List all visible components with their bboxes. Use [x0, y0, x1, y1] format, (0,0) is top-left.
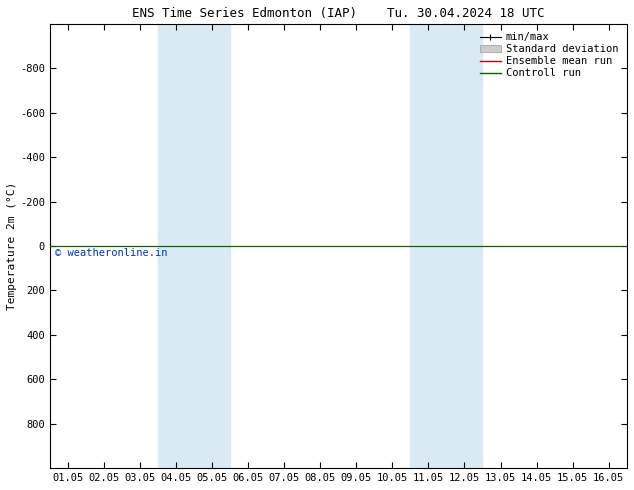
Bar: [158, 24, 230, 468]
Bar: [410, 24, 482, 468]
Y-axis label: Temperature 2m (°C): Temperature 2m (°C): [7, 182, 17, 310]
Text: © weatheronline.in: © weatheronline.in: [55, 248, 168, 258]
Legend: min/max, Standard deviation, Ensemble mean run, Controll run: min/max, Standard deviation, Ensemble me…: [477, 29, 621, 82]
Title: ENS Time Series Edmonton (IAP)    Tu. 30.04.2024 18 UTC: ENS Time Series Edmonton (IAP) Tu. 30.04…: [132, 7, 545, 20]
